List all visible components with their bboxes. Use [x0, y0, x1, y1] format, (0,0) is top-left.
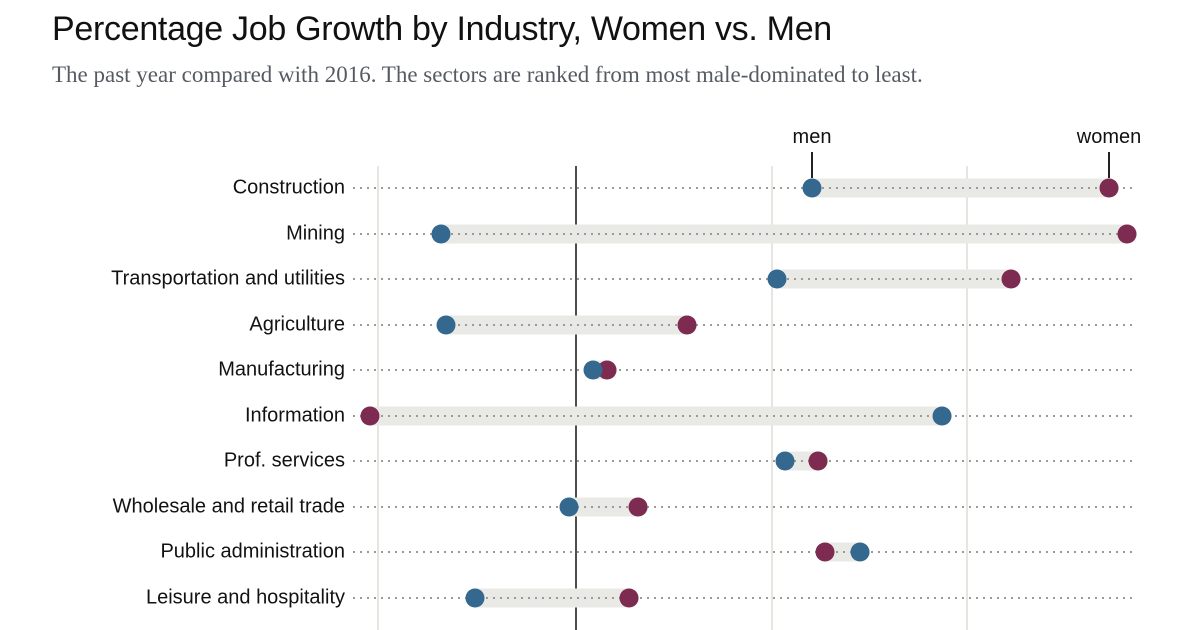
men-dot: [583, 360, 603, 380]
women-dot: [619, 588, 639, 607]
men-dot: [802, 178, 822, 198]
women-dot: [1099, 178, 1119, 198]
leader-dotted-line: [353, 323, 1132, 326]
women-dot: [808, 451, 828, 471]
row-label: Transportation and utilities: [111, 267, 345, 290]
leader-dotted-line: [353, 232, 1132, 235]
men-dot: [465, 588, 485, 607]
women-dot: [677, 315, 697, 334]
row-label: Prof. services: [223, 449, 345, 472]
chart-title: Percentage Job Growth by Industry, Women…: [52, 10, 832, 48]
leader-dotted-line: [353, 278, 1132, 280]
men-dot: [431, 224, 451, 243]
leader-dotted-line: [353, 551, 1132, 553]
row-label: Construction: [232, 176, 345, 199]
men-dot: [932, 406, 952, 425]
leader-dotted-line: [353, 414, 1132, 417]
legend-women-tick: [1108, 152, 1110, 178]
legend-men-label: men: [792, 126, 832, 148]
men-dot: [775, 451, 795, 471]
zero-baseline: [575, 166, 577, 630]
men-dot: [559, 497, 579, 516]
row-label: Leisure and hospitality: [145, 586, 345, 608]
row-label: Information: [244, 404, 345, 426]
leader-dotted-line: [353, 187, 1132, 189]
women-dot: [597, 360, 617, 380]
men-dot: [850, 542, 870, 562]
row-label: Manufacturing: [218, 358, 345, 381]
leader-dotted-line: [353, 460, 1132, 462]
legend-women-label: women: [1076, 126, 1142, 148]
row-label: Agriculture: [249, 313, 345, 335]
leader-dotted-line: [353, 505, 1132, 508]
axis-gridline: [377, 166, 379, 630]
leader-dotted-line: [353, 596, 1132, 599]
leader-dotted-line: [353, 369, 1132, 371]
legend-men-tick: [811, 152, 813, 178]
men-dot: [767, 269, 787, 289]
axis-gridline: [966, 166, 968, 630]
row-label: Public administration: [160, 540, 345, 563]
axis-gridline: [771, 166, 773, 630]
women-dot: [815, 542, 835, 562]
women-dot: [1117, 224, 1137, 243]
chart-subtitle: The past year compared with 2016. The se…: [52, 62, 923, 87]
women-dot: [360, 406, 380, 425]
men-dot: [436, 315, 456, 334]
women-dot: [628, 497, 648, 516]
row-label: Mining: [286, 222, 345, 244]
row-label: Wholesale and retail trade: [112, 495, 345, 517]
women-dot: [1001, 269, 1021, 289]
